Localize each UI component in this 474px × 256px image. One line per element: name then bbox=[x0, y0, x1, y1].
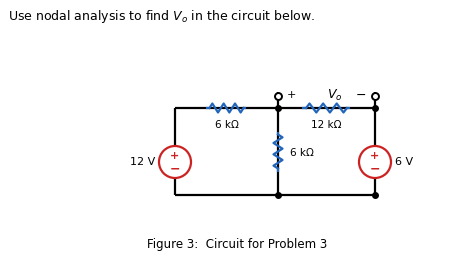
Text: 6 kΩ: 6 kΩ bbox=[215, 120, 238, 130]
Text: 12 kΩ: 12 kΩ bbox=[311, 120, 342, 130]
Text: Use nodal analysis to find $V_o$ in the circuit below.: Use nodal analysis to find $V_o$ in the … bbox=[8, 8, 315, 25]
Text: 6 V: 6 V bbox=[395, 157, 413, 167]
Text: +: + bbox=[370, 151, 380, 161]
Text: −: − bbox=[370, 163, 380, 176]
Text: $V_o$: $V_o$ bbox=[327, 88, 342, 103]
Text: −: − bbox=[356, 89, 366, 101]
Text: 6 kΩ: 6 kΩ bbox=[290, 148, 314, 158]
Circle shape bbox=[359, 146, 391, 178]
Text: 12 V: 12 V bbox=[130, 157, 155, 167]
Text: Figure 3:  Circuit for Problem 3: Figure 3: Circuit for Problem 3 bbox=[147, 238, 327, 251]
Text: +: + bbox=[287, 90, 296, 100]
Text: −: − bbox=[170, 163, 180, 176]
Circle shape bbox=[159, 146, 191, 178]
Text: +: + bbox=[170, 151, 180, 161]
